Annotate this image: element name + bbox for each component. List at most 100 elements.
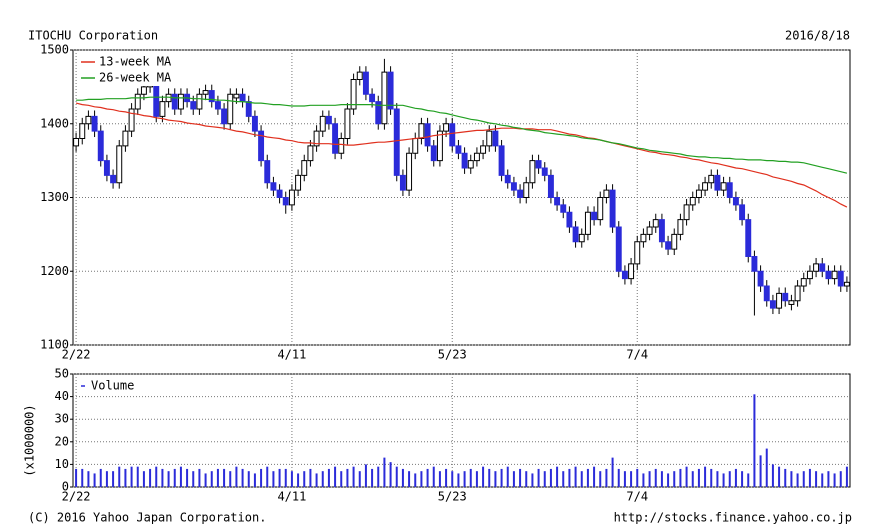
candle-body <box>455 145 462 154</box>
candle-body <box>504 174 511 184</box>
candle-body <box>251 115 258 132</box>
candle-body <box>529 160 536 184</box>
volume-bar <box>204 473 207 487</box>
candle-body <box>825 270 832 280</box>
volume-bar <box>543 471 546 487</box>
volume-bar <box>482 466 485 487</box>
volume-bar <box>549 468 552 487</box>
candle-body <box>424 123 431 147</box>
volume-bar <box>636 468 639 487</box>
candle-body <box>560 204 567 213</box>
candle-body <box>103 160 110 176</box>
candle-body <box>745 219 752 257</box>
volume-bar <box>290 471 293 487</box>
candle-body <box>443 123 450 132</box>
volume-bar <box>710 468 713 487</box>
volume-bar <box>586 468 589 487</box>
candle-body <box>720 182 727 191</box>
volume-bar <box>438 471 441 487</box>
candle-body <box>714 174 721 191</box>
candle-body <box>319 115 326 132</box>
x-tick-label: 5/23 <box>438 348 467 362</box>
volume-bar <box>642 473 645 487</box>
volume-bar <box>697 468 700 487</box>
candle-body <box>301 160 308 176</box>
candle-body <box>79 123 86 139</box>
candle-body <box>665 241 672 250</box>
candle-body <box>307 145 314 162</box>
y-tick-label: 40 <box>55 389 69 403</box>
volume-bar <box>136 466 139 487</box>
volume-bar <box>167 471 170 487</box>
volume-bar <box>346 468 349 487</box>
y-tick-label: 1200 <box>40 264 69 278</box>
candle-body <box>202 90 209 95</box>
candle-body <box>831 270 838 280</box>
candle-body <box>313 130 320 147</box>
candle-body <box>399 174 406 191</box>
volume-bar <box>186 468 189 487</box>
volume-bar <box>142 471 145 487</box>
plot-frame <box>72 373 851 488</box>
volume-bar <box>272 471 275 487</box>
volume-bar <box>130 466 133 487</box>
candle-body <box>196 93 203 110</box>
candle-body <box>757 270 764 287</box>
volume-bar <box>611 457 614 487</box>
candle-body <box>461 152 468 169</box>
volume-bar <box>574 466 577 487</box>
volume-bar <box>808 468 811 487</box>
volume-bar <box>667 473 670 487</box>
volume-bar <box>383 457 386 487</box>
candle-body <box>813 263 820 272</box>
candle-body <box>362 71 369 95</box>
volume-bar <box>654 468 657 487</box>
volume-bar <box>827 471 830 487</box>
volume-bar <box>839 471 842 487</box>
chart-date: 2016/8/18 <box>785 29 850 43</box>
volume-bar <box>118 466 121 487</box>
volume-bar <box>198 468 201 487</box>
volume-bar <box>266 466 269 487</box>
candle-body <box>332 123 339 154</box>
volume-bar <box>389 462 392 487</box>
volume-bar <box>685 466 688 487</box>
candle-body <box>788 300 795 305</box>
volume-bar <box>241 468 244 487</box>
candle-body <box>190 101 197 110</box>
volume-bar <box>210 471 213 487</box>
volume-bar <box>155 466 158 487</box>
candle-body <box>128 108 135 132</box>
moving-average-line <box>76 96 848 174</box>
candle-body <box>621 270 628 280</box>
x-tick-label: 2/22 <box>62 348 91 362</box>
volume-bar <box>457 473 460 487</box>
volume-bar <box>568 468 571 487</box>
candle-body <box>140 86 147 95</box>
candle-body <box>677 219 684 235</box>
legend-label: 13-week MA <box>99 55 172 69</box>
candle-body <box>652 219 659 228</box>
chart-title: ITOCHU Corporation <box>28 29 158 43</box>
volume-bar <box>253 473 256 487</box>
y-tick-label: 30 <box>55 412 69 426</box>
candle-body <box>97 130 104 162</box>
candle-body <box>751 256 758 272</box>
volume-bar <box>500 468 503 487</box>
volume-bar <box>580 471 583 487</box>
volume-bar <box>340 471 343 487</box>
volume-bar <box>519 468 522 487</box>
candle-body <box>233 93 240 99</box>
y-tick-label: 1500 <box>40 43 69 57</box>
candle-body <box>776 292 783 309</box>
candle-body <box>535 160 542 169</box>
volume-bar <box>815 471 818 487</box>
volume-bar <box>617 468 620 487</box>
volume-bar <box>728 471 731 487</box>
candle-body <box>221 108 228 125</box>
candle-body <box>467 160 474 169</box>
candle-body <box>634 241 641 265</box>
volume-bar <box>451 471 454 487</box>
candle-body <box>572 226 579 243</box>
candle-body <box>837 270 844 287</box>
